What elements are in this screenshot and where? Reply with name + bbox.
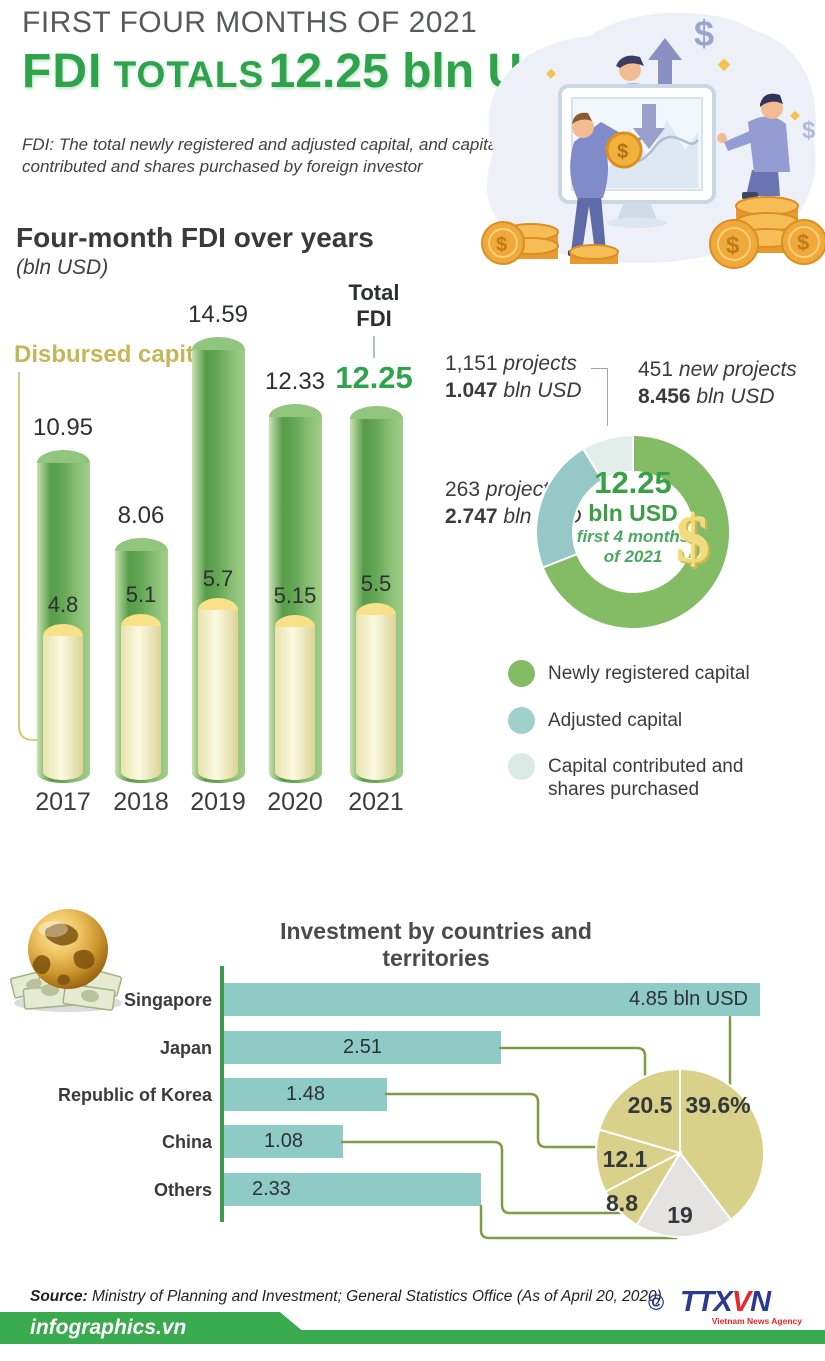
pie-slice-japan [598,1067,681,1155]
pie-label-china: 8.8 [606,1190,638,1216]
country-chart-title: Investment by countries and territories [280,918,592,971]
country-label-korea: Republic of Korea [57,1085,212,1105]
svg-text:$: $ [496,234,507,256]
fdi-bar-2017: 10.95 4.8 2017 [33,414,93,816]
country-bar-korea: 1.48 [224,1078,387,1111]
bar-chart-title: Four-month FDI over years [16,222,374,253]
year-label: 2018 [113,788,169,816]
svg-text:$: $ [694,13,714,54]
total-value-label: 12.33 [264,368,326,395]
hero-illustration: $ $ [481,12,825,269]
pie-slice-korea [595,1128,683,1193]
dollar-glyphs-decor: $ $ [694,13,816,144]
donut-slice-contributed [581,433,634,482]
donut-total-unit: bln USD [588,500,678,527]
legend-item-contributed: Capital contributed and shares purchased [508,753,743,802]
headline-kicker: FIRST FOUR MONTHS OF 2021 [22,6,478,39]
country-bar-singapore: 4.85 bln USD [224,983,760,1016]
donut-total-value: 12.25 [594,465,672,500]
fdi-bar-2020: 12.33 5.15 2020 [265,368,325,816]
source-line: Source: Ministry of Planning and Investm… [30,1288,662,1305]
country-label-china: China [161,1132,212,1152]
callout-new-projects: 451 new projects 8.456 bln USD [638,358,797,409]
bill-ovals [26,978,99,1003]
svg-text:$: $ [617,141,628,163]
title-fdi: FDI [22,45,103,98]
country-label-others: Others [153,1180,212,1200]
coin-stacks: $ $ $ [481,196,825,269]
year-label: 2017 [35,788,91,816]
year-label: 2021 [348,788,404,816]
pie-label-singapore: 39.6% [685,1092,750,1118]
fdi-definition-line1: FDI: The total newly registered and adju… [22,135,502,154]
year-label: 2019 [190,788,246,816]
country-chart-axis [220,966,224,1222]
total-fdi-value: 12.25 [335,360,413,395]
country-bar-japan: 2.51 [224,1031,501,1064]
disbursed-cylinder-body [198,610,238,780]
disbursed-value-label: 5.1 [125,582,157,607]
dollar-sign-icon: $ [676,501,710,577]
disbursed-cylinder-body [275,627,315,780]
total-value-label: 14.59 [187,301,249,328]
continents [32,923,95,985]
disbursed-value-label: 5.5 [360,571,392,596]
country-bar-china: 1.08 [224,1125,343,1158]
up-arrow [648,38,682,88]
disbursed-capital-label: Disbursed capital [14,341,215,368]
svg-text:$: $ [802,117,816,144]
fdi-structure-donut [535,433,732,630]
person-left: $ [568,112,643,256]
country-label-singapore: Singapore [123,990,212,1010]
legend-dot-pale [508,753,535,780]
disbursed-value-label: 5.7 [202,566,234,591]
pie-label-korea: 12.1 [603,1146,648,1172]
total-fdi-tick [373,336,375,358]
fdi-bar-2018: 8.06 5.1 2018 [113,502,169,816]
down-arrow [633,104,665,149]
legend-item-newly-registered: Newly registered capital [508,660,750,687]
fdi-bar-2019: 14.59 5.7 2019 [188,301,248,816]
pie-label-others: 19 [667,1202,693,1228]
fdi-bar-2021: 5.5 2021 [348,406,404,816]
pie-slice-singapore [679,1067,766,1222]
copyright-symbol: © [648,1290,665,1315]
callout-connector [591,368,608,426]
pie-label-japan: 20.5 [628,1092,673,1118]
connector-korea [384,1092,599,1149]
globe-money-illustration [9,909,123,1012]
ttxvn-logo-subtitle: Vietnam News Agency [711,1316,802,1326]
bar-chart-unit: (bln USD) [16,256,109,279]
disbursed-cylinder-body [121,626,161,780]
brand-name: infographics.vn [30,1316,187,1339]
disbursed-value-label: 4.8 [47,592,79,617]
ttxvn-logo: TTXVN [680,1286,771,1318]
pie-slice-others [635,1151,733,1238]
svg-text:$: $ [797,230,809,255]
disbursed-pointer-line [18,372,58,741]
country-share-pie: 39.6% 20.5 12.1 8.8 19 [595,1067,766,1238]
total-value-label: 10.95 [32,414,94,441]
callout-contributed: 1,151 projects 1.047 bln USD [445,352,582,403]
person-right [717,93,790,199]
svg-text:$: $ [726,232,740,259]
fdi-definition-line2: contributed and shares purchased by fore… [22,157,423,177]
disbursed-cylinder-body [43,636,83,780]
legend-dot-teal [508,707,535,734]
disbursed-value-label: 5.15 [273,583,317,608]
total-value-label: 8.06 [117,502,165,529]
year-label: 2020 [267,788,323,816]
footer-brand-ribbon: infographics.vn [0,1312,318,1344]
donut-slice-newly-registered [541,433,732,630]
legend-dot-green [508,660,535,687]
country-bar-others: 2.33 [224,1173,481,1206]
total-fdi-label: Total FDI [348,280,400,332]
country-label-japan: Japan [159,1038,212,1058]
title-totals: TOTALS [113,54,265,95]
fdi-definition: FDI: The total newly registered and adju… [22,134,501,178]
donut-center-text: 12.25 bln USD first 4 months of 2021 [558,465,708,567]
legend-item-adjusted: Adjusted capital [508,707,682,734]
disbursed-cylinder-body [356,615,396,780]
